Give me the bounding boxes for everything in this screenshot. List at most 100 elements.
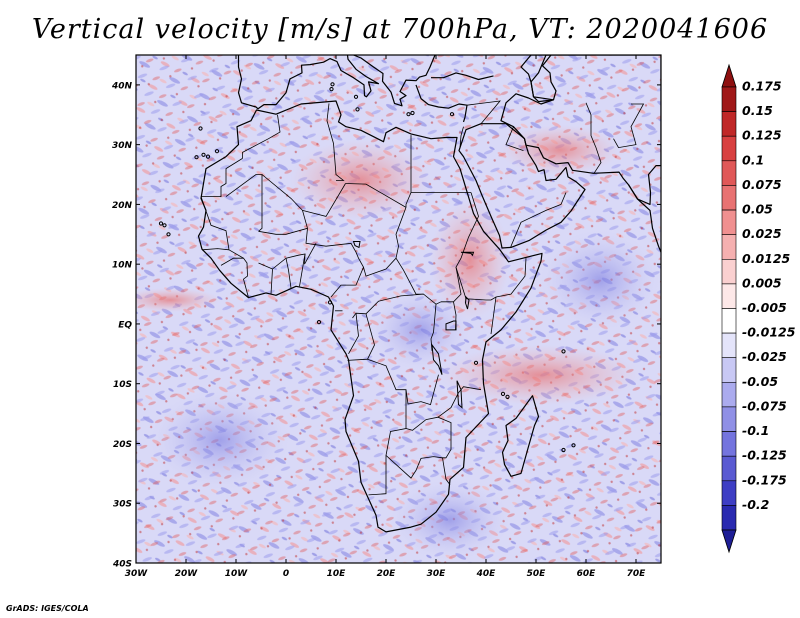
colorbar-label: 0.15	[742, 103, 773, 118]
island-outline	[355, 107, 360, 112]
country-border	[395, 207, 407, 259]
colorbar-label: 0.005	[742, 275, 782, 290]
colorbar-swatch	[721, 455, 737, 482]
coastline-madagascar	[501, 395, 540, 477]
coastline-caspian	[520, 55, 557, 103]
island-outline	[158, 221, 164, 226]
colorbar-label: -0.05	[742, 374, 778, 389]
colorbar-label: 0.05	[742, 202, 773, 217]
colorbar-top-arrow	[721, 63, 737, 88]
colorbar-label: -0.1	[742, 423, 769, 438]
island-outline	[500, 391, 506, 396]
country-border	[326, 103, 345, 181]
lon-tick-label: 30E	[427, 569, 447, 579]
colorbar-swatch	[721, 185, 737, 211]
country-border	[466, 100, 501, 124]
lat-tick-label: 30N	[112, 141, 133, 151]
country-border	[505, 126, 524, 151]
island-outline	[561, 349, 566, 354]
country-border	[367, 358, 439, 406]
country-border	[228, 249, 249, 298]
colorbar-swatch	[721, 258, 737, 285]
colorbar-swatch	[721, 357, 737, 383]
island-outline	[162, 223, 167, 228]
country-border	[368, 455, 387, 496]
island-outline	[449, 112, 455, 117]
lon-tick-label: 20W	[175, 569, 199, 579]
country-border	[441, 192, 479, 303]
lon-tick-label: 60E	[577, 569, 597, 579]
coastline-balkans	[353, 55, 436, 107]
country-border	[345, 183, 407, 208]
country-border	[352, 293, 442, 319]
country-border	[405, 135, 412, 208]
island-outline	[166, 232, 171, 237]
country-borders	[200, 100, 645, 496]
colorbar-swatch	[721, 209, 737, 236]
lat-tick-label: 40N	[111, 81, 133, 91]
colorbar-label: -0.005	[742, 300, 787, 315]
island-outline	[473, 360, 479, 365]
lat-tick-label: 10S	[113, 380, 132, 390]
coastline-europe	[237, 55, 380, 110]
colorbar-swatch	[721, 135, 737, 162]
island-outline	[214, 149, 220, 154]
map-title: Vertical velocity [m/s] at 700hPa, VT: 2…	[31, 14, 769, 45]
colorbar-swatch	[721, 160, 737, 186]
country-border	[200, 196, 230, 250]
country-border	[453, 301, 457, 330]
island-outline	[194, 155, 199, 160]
coastline-africa	[197, 100, 543, 533]
country-border	[348, 313, 359, 354]
colorbar-swatch	[721, 234, 737, 260]
country-border	[430, 304, 437, 351]
lat-tick-label: 20N	[112, 201, 133, 211]
island-outline	[327, 300, 333, 305]
lon-tick-label: 40E	[476, 569, 497, 579]
lon-tick-label: 10E	[327, 569, 347, 579]
country-border	[613, 103, 645, 149]
colorbar-swatch	[721, 505, 737, 531]
country-border	[201, 158, 243, 198]
lake-outline	[456, 380, 463, 409]
colorbar-label: 0.025	[742, 226, 782, 241]
lon-tick-label: 50E	[527, 569, 547, 579]
colorbar-bottom-arrow	[721, 529, 737, 554]
lon-tick-label: 0	[283, 569, 289, 579]
country-border	[242, 114, 281, 159]
axis-ticks	[135, 55, 661, 564]
lon-tick-label: 70E	[627, 569, 647, 579]
lake-outline	[431, 343, 443, 375]
colorbar-swatch	[721, 431, 737, 457]
island-outline	[353, 94, 359, 99]
lon-tick-label: 30W	[125, 569, 149, 579]
colorbar-label: -0.175	[742, 472, 787, 487]
colorbar-swatch	[721, 283, 737, 309]
colorbar-swatch	[721, 406, 737, 432]
lat-tick-label: 10N	[112, 261, 133, 271]
lake-outline	[352, 241, 361, 249]
lon-tick-label: 20E	[377, 569, 397, 579]
colorbar-label: -0.075	[742, 398, 787, 413]
colorbar-label: 0.075	[742, 177, 782, 192]
lon-tick-label: 10W	[225, 569, 249, 579]
lake-outline	[460, 251, 475, 257]
colorbar-label: 0.175	[742, 79, 782, 94]
colorbar-swatch	[721, 332, 737, 359]
country-border	[585, 102, 602, 174]
colorbar-swatch	[721, 86, 737, 112]
island-outline	[571, 443, 576, 448]
island-outline	[329, 87, 334, 92]
colorbar-label: -0.025	[742, 349, 787, 364]
lat-tick-label: 20S	[113, 440, 132, 450]
country-border	[437, 386, 482, 418]
island-outline	[410, 110, 415, 116]
country-border	[285, 258, 292, 289]
country-border	[490, 296, 497, 335]
lat-tick-label: 30S	[113, 500, 132, 510]
velocity-field	[136, 55, 661, 563]
country-border	[304, 243, 317, 265]
island-outline	[406, 112, 411, 117]
country-border	[385, 389, 443, 479]
colorbar-label: 0.1	[742, 152, 764, 167]
